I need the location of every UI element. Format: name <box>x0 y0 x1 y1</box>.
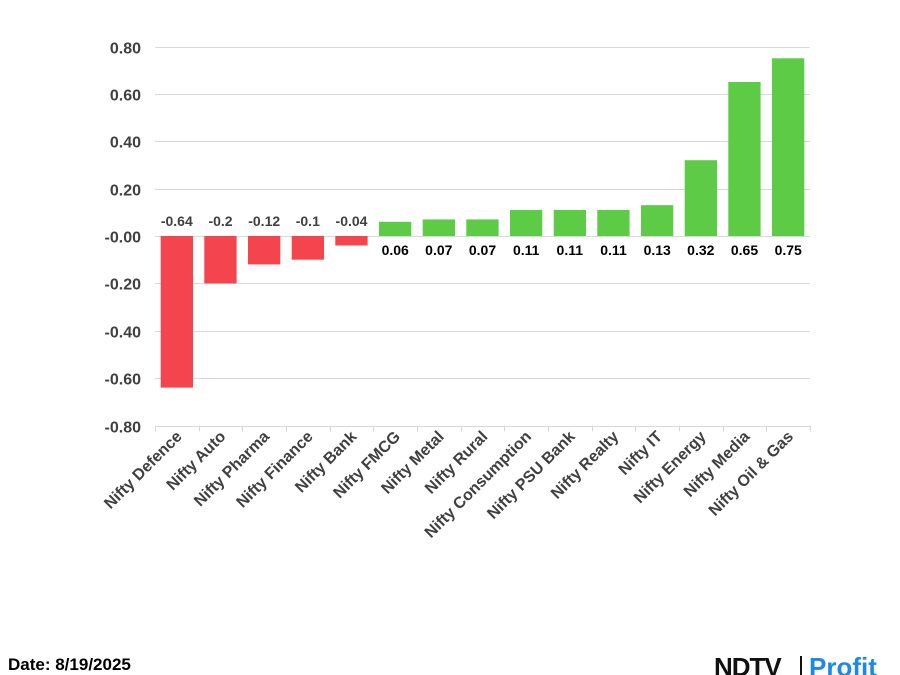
y-tick-label: 0.80 <box>110 41 141 58</box>
bar-nifty-rural <box>466 219 499 236</box>
x-axis-ticks <box>155 425 811 432</box>
data-label: 0.75 <box>775 242 802 258</box>
brand-secondary: Profit <box>809 652 877 675</box>
y-tick-label: -0.20 <box>105 277 142 294</box>
x-category-label: Nifty Pharma <box>191 428 273 510</box>
y-tick-label: 0.20 <box>110 183 141 200</box>
brand-separator <box>800 656 802 675</box>
data-label: 0.32 <box>687 242 714 258</box>
data-label: -0.1 <box>296 213 320 229</box>
bar-nifty-oil-gas <box>772 58 805 236</box>
bar-nifty-realty <box>597 209 630 236</box>
bar-nifty-defence <box>160 236 193 388</box>
bar-nifty-it <box>641 205 674 236</box>
data-label: -0.64 <box>161 213 193 229</box>
x-category-label: Nifty Defence <box>101 428 185 512</box>
data-label: 0.65 <box>731 242 758 258</box>
data-label: -0.2 <box>208 213 232 229</box>
y-tick-label: 0.60 <box>110 88 141 105</box>
y-tick-label: 0.40 <box>110 135 141 152</box>
data-label: 0.07 <box>469 242 496 258</box>
bar-nifty-auto <box>204 236 237 284</box>
date-label: Date: 8/19/2025 <box>8 655 131 674</box>
bar-nifty-fmcg <box>379 221 412 236</box>
y-tick-label: -0.40 <box>105 325 142 342</box>
y-tick-label: -0.60 <box>105 372 142 389</box>
brand-primary: NDTV <box>714 652 782 675</box>
bar-nifty-psu-bank <box>553 209 586 236</box>
y-axis-ticks: 0.80 0.60 0.40 0.20 -0.00 -0.20 -0.40 -0.60 -0.8… <box>105 41 142 437</box>
data-label: 0.11 <box>557 242 584 258</box>
data-label: 0.11 <box>600 242 627 258</box>
y-tick-label: -0.80 <box>105 420 142 437</box>
data-label: 0.06 <box>382 242 409 258</box>
data-label: 0.13 <box>644 242 671 258</box>
data-label: 0.11 <box>513 242 540 258</box>
chart-bars <box>160 58 805 388</box>
data-label: -0.04 <box>336 213 368 229</box>
bar-nifty-pharma <box>248 236 281 265</box>
x-category-label: Nifty Finance <box>234 428 317 511</box>
bar-nifty-energy <box>684 160 717 236</box>
y-tick-label: -0.00 <box>105 230 142 247</box>
data-label: -0.12 <box>248 213 280 229</box>
bar-chart: 0.80 0.60 0.40 0.20 -0.00 -0.20 -0.40 -0.60 -0.8… <box>101 41 811 542</box>
data-labels: -0.64 -0.2 -0.12 -0.1 -0.04 0.06 0.07 0.07 0.11 0… <box>161 213 802 258</box>
bar-nifty-consumption <box>510 209 543 236</box>
brand-logo: NDTV Profit <box>714 652 898 675</box>
bar-nifty-metal <box>422 219 455 236</box>
data-label: 0.07 <box>425 242 452 258</box>
bar-nifty-finance <box>291 236 324 260</box>
bar-nifty-media <box>728 82 761 236</box>
bar-nifty-bank <box>335 236 368 246</box>
